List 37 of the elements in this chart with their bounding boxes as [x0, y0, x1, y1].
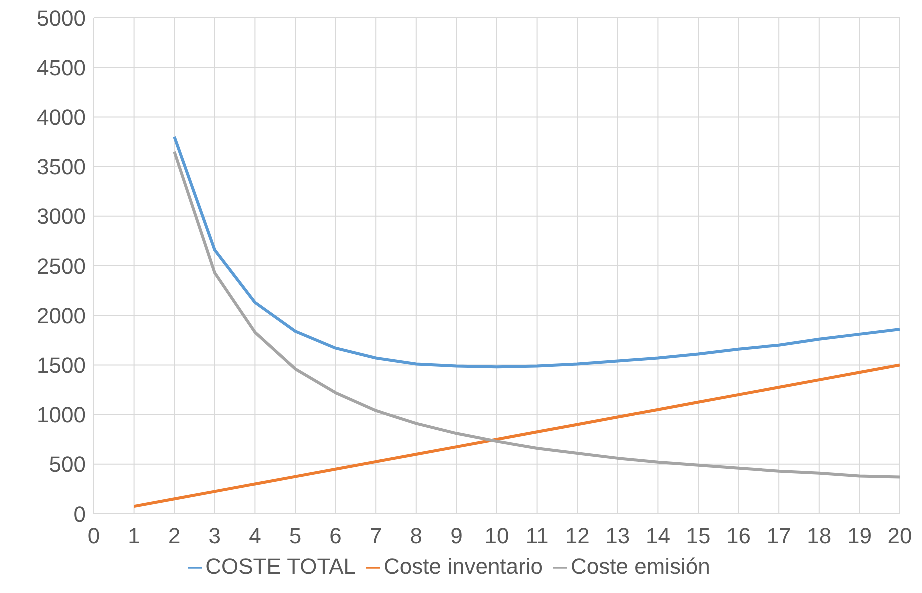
- y-tick-label: 5000: [37, 6, 86, 31]
- x-tick-label: 17: [766, 524, 792, 549]
- y-tick-label: 4000: [37, 105, 86, 130]
- x-tick-label: 8: [410, 524, 423, 549]
- legend-label: COSTE TOTAL: [206, 554, 356, 579]
- line-series: [132, 364, 900, 508]
- x-tick-label: 10: [484, 524, 510, 549]
- x-tick-label: 7: [370, 524, 382, 549]
- x-tick-label: 16: [726, 524, 752, 549]
- line-series: [173, 136, 900, 369]
- y-tick-label: 3500: [37, 154, 86, 180]
- x-tick-label: 20: [888, 524, 912, 549]
- line-series: [173, 150, 900, 479]
- x-tick-label: 5: [289, 524, 302, 549]
- x-tick-label: 4: [249, 524, 262, 549]
- legend-label: Coste inventario: [384, 554, 543, 579]
- x-tick-label: 18: [807, 524, 832, 549]
- y-tick-label: 1500: [37, 353, 86, 378]
- x-tick-label: 14: [646, 524, 670, 549]
- x-tick-label: 3: [208, 524, 222, 549]
- x-tick-label: 19: [847, 524, 872, 549]
- x-tick-label: 13: [606, 524, 630, 549]
- y-tick-label: 1000: [37, 402, 86, 428]
- y-tick-label: 2000: [37, 303, 86, 328]
- x-tick-label: 6: [330, 524, 342, 549]
- y-tick-label: 2500: [37, 254, 86, 279]
- x-tick-label: 1: [128, 524, 140, 549]
- y-tick-label: 3000: [37, 204, 86, 230]
- x-tick-label: 2: [168, 524, 181, 549]
- legend-label: Coste emisión: [570, 554, 710, 579]
- x-tick-label: 15: [686, 524, 711, 549]
- x-tick-label: 9: [450, 524, 463, 549]
- y-tick-label: 500: [49, 452, 86, 478]
- y-tick-label: 4500: [37, 55, 86, 80]
- x-tick-label: 12: [565, 524, 590, 549]
- y-tick-label: 0: [74, 502, 86, 527]
- x-tick-label: 11: [526, 524, 549, 549]
